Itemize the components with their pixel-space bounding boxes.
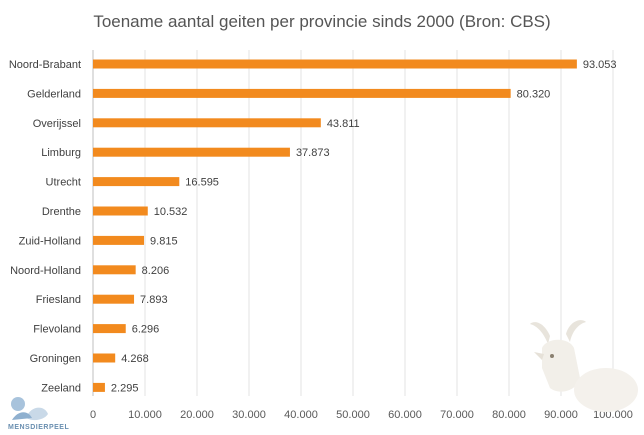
category-label: Overijssel	[33, 118, 81, 130]
x-tick-label: 70.000	[440, 409, 474, 421]
gridlines	[92, 50, 614, 396]
data-label: 6.296	[132, 324, 160, 336]
category-label: Zuid-Holland	[19, 235, 81, 247]
category-label: Utrecht	[46, 177, 81, 189]
bar	[93, 382, 105, 392]
bar	[93, 59, 577, 69]
data-label: 16.595	[185, 177, 219, 189]
x-tick-label: 30.000	[232, 409, 266, 421]
bar	[93, 177, 180, 187]
x-tick-label: 0	[90, 409, 96, 421]
x-tick-label: 80.000	[492, 409, 526, 421]
bar	[93, 294, 135, 304]
value-labels: 93.053 80.320 43.811 37.873 16.595 10.532 9.81…	[111, 59, 617, 394]
category-label: Gelderland	[27, 88, 81, 100]
chart-title: Toename aantal geiten per provincie sind…	[93, 12, 551, 31]
mensdierpeel-logo	[11, 397, 48, 421]
data-label: 4.268	[121, 353, 149, 365]
x-tick-label: 60.000	[388, 409, 422, 421]
data-label: 80.320	[517, 88, 551, 100]
bar	[93, 88, 511, 98]
bar	[93, 235, 145, 245]
x-tick-label: 90.000	[544, 409, 578, 421]
bar	[93, 118, 321, 128]
data-label: 10.532	[154, 206, 188, 218]
bar	[93, 353, 116, 363]
data-label: 7.893	[140, 294, 168, 306]
data-label: 2.295	[111, 382, 139, 394]
category-label: Groningen	[30, 353, 81, 365]
category-label: Limburg	[41, 147, 81, 159]
bar	[93, 324, 126, 334]
category-label: Flevoland	[33, 324, 81, 336]
logo-text: MENSDIERPEEL	[8, 424, 70, 431]
data-label: 37.873	[296, 147, 330, 159]
category-label: Noord-Brabant	[9, 59, 81, 71]
x-tick-label: 100.000	[593, 409, 633, 421]
data-label: 93.053	[583, 59, 617, 71]
category-label: Friesland	[36, 294, 81, 306]
bar	[93, 206, 148, 216]
x-tick-labels: 0 10.000 20.000 30.000 40.000 50.000 60.000 70.…	[90, 409, 633, 421]
goat-icon	[530, 320, 638, 412]
x-tick-label: 20.000	[180, 409, 214, 421]
category-label: Zeeland	[41, 382, 81, 394]
x-tick-label: 50.000	[336, 409, 370, 421]
bars	[93, 59, 577, 392]
x-tick-label: 40.000	[284, 409, 318, 421]
category-labels: Noord-Brabant Gelderland Overijssel Limburg…	[9, 59, 81, 394]
bar	[93, 147, 290, 157]
category-label: Noord-Holland	[10, 265, 81, 277]
x-tick-label: 10.000	[128, 409, 162, 421]
data-label: 9.815	[150, 235, 178, 247]
data-label: 8.206	[142, 265, 170, 277]
category-label: Drenthe	[42, 206, 81, 218]
data-label: 43.811	[327, 118, 360, 130]
bar	[93, 265, 136, 275]
